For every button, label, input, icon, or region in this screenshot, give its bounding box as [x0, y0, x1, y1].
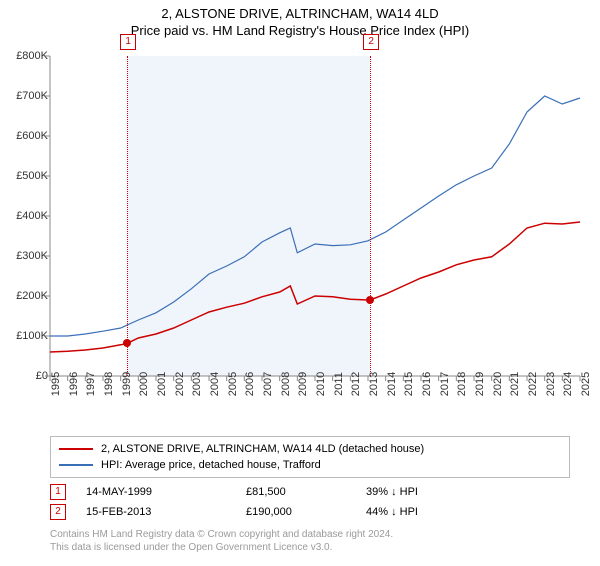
x-tick-label: 2022 — [527, 372, 539, 396]
y-tick-label: £600K — [16, 130, 48, 142]
y-tick-label: £500K — [16, 170, 48, 182]
x-tick-label: 1998 — [103, 372, 115, 396]
x-tick-label: 2010 — [315, 372, 327, 396]
x-tick-label: 2014 — [386, 372, 398, 396]
x-tick-label: 2002 — [174, 372, 186, 396]
transaction-marker — [123, 339, 131, 347]
x-tick-label: 2012 — [350, 372, 362, 396]
y-tick-label: £100K — [16, 330, 48, 342]
footnote: Contains HM Land Registry data © Crown c… — [50, 528, 570, 554]
transaction-price: £190,000 — [246, 506, 366, 518]
legend-row: HPI: Average price, detached house, Traf… — [59, 457, 561, 473]
footnote-line2: This data is licensed under the Open Gov… — [50, 541, 570, 554]
transaction-date: 15-FEB-2013 — [86, 506, 246, 518]
x-tick-label: 2009 — [297, 372, 309, 396]
x-tick-label: 2020 — [492, 372, 504, 396]
x-tick-label: 2008 — [280, 372, 292, 396]
legend-box: 2, ALSTONE DRIVE, ALTRINCHAM, WA14 4LD (… — [50, 436, 570, 478]
flag-line — [127, 56, 128, 376]
flag-label-2: 2 — [363, 34, 379, 50]
x-tick-label: 1999 — [121, 372, 133, 396]
transaction-marker — [366, 296, 374, 304]
transaction-date: 14-MAY-1999 — [86, 486, 246, 498]
x-tick-label: 2007 — [262, 372, 274, 396]
x-tick-label: 1996 — [68, 372, 80, 396]
legend-label: HPI: Average price, detached house, Traf… — [101, 459, 321, 471]
x-tick-label: 1995 — [50, 372, 62, 396]
transaction-flag: 2 — [50, 504, 66, 520]
legend-row: 2, ALSTONE DRIVE, ALTRINCHAM, WA14 4LD (… — [59, 441, 561, 457]
x-tick-label: 2018 — [456, 372, 468, 396]
transaction-row: 2 15-FEB-2013£190,00044% ↓ HPI — [50, 502, 570, 522]
x-tick-label: 2000 — [138, 372, 150, 396]
x-tick-label: 2015 — [403, 372, 415, 396]
x-tick-label: 2023 — [545, 372, 557, 396]
x-axis-labels: 1995199619971998199920002001200220032004… — [50, 378, 580, 424]
flag-line — [370, 56, 371, 376]
plot-region: 12 — [50, 56, 580, 376]
series-line-hpi — [50, 96, 580, 336]
transaction-pct: 44% ↓ HPI — [366, 506, 466, 518]
flag-label-1: 1 — [120, 34, 136, 50]
x-tick-label: 2006 — [244, 372, 256, 396]
x-tick-label: 2024 — [562, 372, 574, 396]
x-tick-label: 2017 — [439, 372, 451, 396]
x-tick-label: 2004 — [209, 372, 221, 396]
x-tick-label: 2019 — [474, 372, 486, 396]
y-axis-labels: £0£100K£200K£300K£400K£500K£600K£700K£80… — [4, 56, 48, 376]
x-tick-label: 2005 — [227, 372, 239, 396]
y-tick-label: £300K — [16, 250, 48, 262]
footnote-line1: Contains HM Land Registry data © Crown c… — [50, 528, 570, 541]
transaction-price: £81,500 — [246, 486, 366, 498]
x-tick-label: 2001 — [156, 372, 168, 396]
x-tick-label: 2013 — [368, 372, 380, 396]
transactions-table: 1 14-MAY-1999£81,50039% ↓ HPI 2 15-FEB-2013… — [50, 482, 570, 522]
x-tick-label: 2025 — [580, 372, 592, 396]
series-line-property — [50, 222, 580, 352]
x-tick-label: 2011 — [333, 372, 345, 396]
x-tick-label: 2003 — [191, 372, 203, 396]
x-tick-label: 1997 — [85, 372, 97, 396]
title-sub: Price paid vs. HM Land Registry's House … — [0, 23, 600, 38]
y-tick-label: £200K — [16, 290, 48, 302]
transaction-flag: 1 — [50, 484, 66, 500]
transaction-row: 1 14-MAY-1999£81,50039% ↓ HPI — [50, 482, 570, 502]
transaction-pct: 39% ↓ HPI — [366, 486, 466, 498]
legend-swatch — [59, 464, 93, 466]
title-main: 2, ALSTONE DRIVE, ALTRINCHAM, WA14 4LD — [0, 6, 600, 21]
chart-lines — [50, 56, 580, 376]
x-tick-label: 2021 — [509, 372, 521, 396]
y-tick-label: £800K — [16, 50, 48, 62]
chart-area: £0£100K£200K£300K£400K£500K£600K£700K£80… — [50, 56, 580, 376]
y-tick-label: £400K — [16, 210, 48, 222]
y-tick-label: £700K — [16, 90, 48, 102]
legend-swatch — [59, 448, 93, 450]
legend-label: 2, ALSTONE DRIVE, ALTRINCHAM, WA14 4LD (… — [101, 443, 424, 455]
x-tick-label: 2016 — [421, 372, 433, 396]
